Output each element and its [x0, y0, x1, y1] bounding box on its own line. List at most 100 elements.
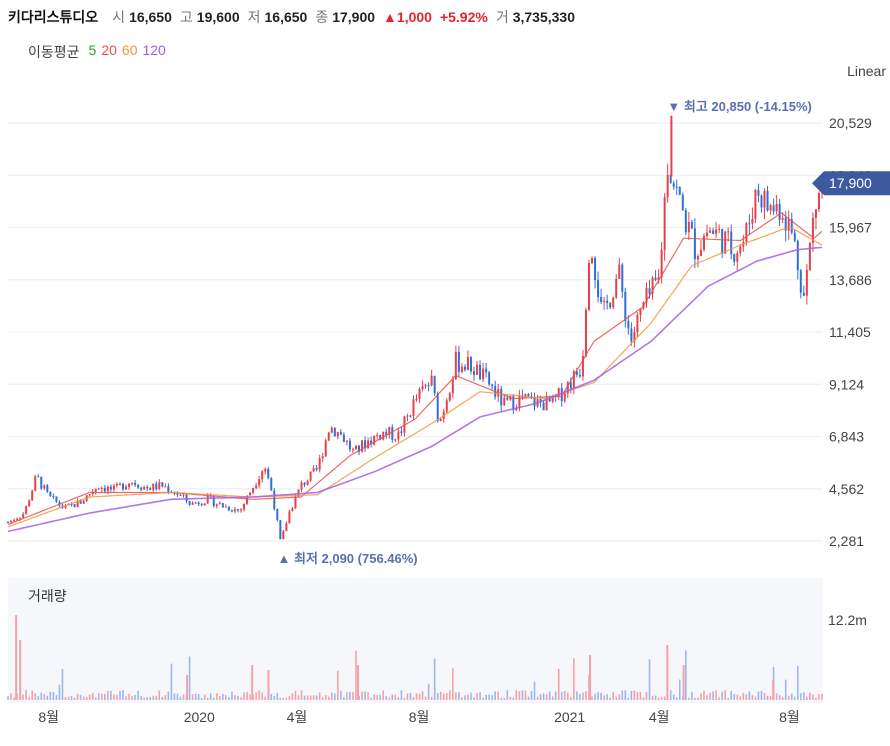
candle-body: [321, 456, 324, 459]
volume-bar: [61, 669, 64, 700]
candle-body: [73, 504, 76, 508]
change-percent: +5.92%: [439, 9, 488, 25]
volume-bar: [149, 696, 152, 700]
candle-body: [182, 494, 185, 496]
candle-body: [751, 218, 754, 224]
candle-body: [433, 375, 436, 394]
volume-bar: [173, 693, 176, 700]
volume-bar: [143, 697, 145, 700]
volume-bar: [688, 697, 690, 700]
candle-body: [811, 217, 814, 243]
volume-bar: [733, 693, 736, 700]
volume-bar: [612, 691, 615, 700]
volume-bar: [334, 693, 336, 700]
candle-body: [600, 297, 603, 303]
candle-body: [721, 228, 724, 254]
candle-body: [675, 186, 678, 188]
volume-bar: [318, 692, 321, 700]
candle-body: [40, 476, 43, 489]
volume-bar: [455, 692, 457, 700]
volume-bar: [585, 691, 587, 700]
candle-body: [285, 523, 288, 532]
candle-body: [778, 203, 781, 220]
moving-average-legend[interactable]: 이동평균 5 20 60 120: [28, 42, 166, 62]
volume-bar: [91, 692, 94, 700]
candle-body: [479, 364, 482, 380]
candle-body: [164, 486, 167, 488]
candle-body: [476, 364, 479, 375]
candle-body: [100, 487, 103, 489]
candle-body: [503, 397, 506, 406]
volume-bar: [482, 697, 484, 700]
candle-body: [500, 388, 503, 406]
high-label: 고: [179, 9, 193, 25]
max-annotation: ▼ 최고 20,850 (-14.15%): [667, 99, 811, 114]
volume-bar: [188, 656, 191, 700]
candle-body: [230, 510, 233, 512]
candle-body: [793, 232, 796, 241]
volume-bar: [330, 692, 333, 700]
candle-body: [367, 440, 370, 449]
volume-bar: [594, 693, 596, 700]
volume-bar: [113, 694, 115, 700]
candle-body: [627, 320, 630, 329]
volume-bar: [40, 692, 43, 700]
volume-bar: [697, 697, 699, 700]
volume-bar: [382, 690, 385, 700]
low-label: 저: [247, 9, 261, 25]
candle-body: [137, 485, 140, 488]
candle-body: [418, 389, 421, 399]
volume-bar: [215, 693, 218, 700]
volume-bar: [545, 694, 548, 700]
volume-bar: [642, 697, 645, 700]
candle-body: [457, 351, 460, 372]
volume-bar: [542, 693, 545, 700]
candle-body: [566, 382, 569, 394]
chart-grid: [8, 122, 822, 542]
candle-body: [7, 522, 9, 524]
candle-body: [249, 492, 252, 496]
candle-body: [581, 355, 584, 377]
volume-bar: [116, 694, 118, 700]
candle-body: [97, 488, 100, 490]
candle-body: [288, 511, 291, 524]
candle-body: [645, 288, 648, 303]
volume-bar: [240, 697, 242, 700]
volume-bar: [691, 691, 693, 700]
candle-body: [699, 249, 702, 257]
volume-bar: [294, 690, 297, 700]
volume-bar: [682, 665, 685, 700]
candle-body: [282, 531, 285, 540]
volume-bar: [757, 691, 760, 700]
volume-bar: [500, 697, 503, 700]
volume-bar: [140, 695, 142, 700]
candle-body: [49, 491, 52, 497]
candle-body: [324, 440, 327, 457]
candle-body: [730, 231, 733, 255]
candle-body: [808, 242, 811, 270]
volume-bar: [43, 694, 46, 700]
volume-bar: [409, 692, 412, 700]
volume-bar: [300, 690, 303, 700]
candle-body: [64, 505, 67, 508]
volume-bar: [736, 694, 739, 700]
volume-bar: [312, 695, 315, 700]
scale-mode-label[interactable]: Linear: [847, 63, 886, 79]
volume-bar: [237, 695, 239, 700]
candle-body: [805, 269, 808, 296]
volume-bar: [742, 693, 745, 700]
candle-body: [678, 187, 681, 195]
volume-bar: [261, 692, 263, 700]
candle-body: [539, 398, 542, 403]
volume-bar: [476, 693, 478, 700]
candle-body: [551, 395, 554, 402]
volume-bar: [657, 697, 660, 700]
volume-bar: [276, 692, 279, 700]
candle-body: [161, 482, 164, 487]
candle-body: [587, 263, 590, 310]
candle-body: [796, 240, 799, 271]
candle-body: [748, 223, 751, 225]
ma20-line: [7, 212, 823, 526]
volume-value: 3,735,330: [512, 9, 575, 25]
